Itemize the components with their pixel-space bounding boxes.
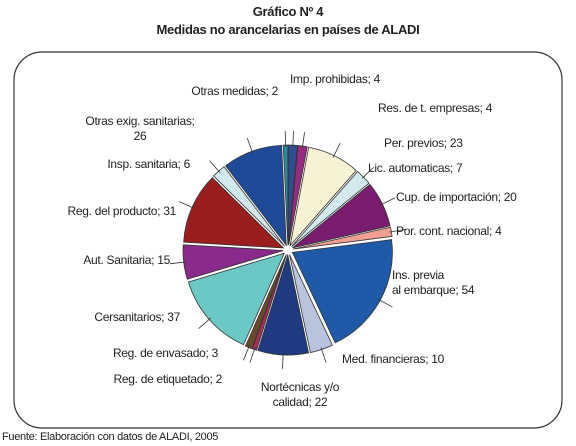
slice-label: Insp. sanitaria; 6 — [107, 157, 190, 171]
slice-label: Reg. de envasado; 3 — [112, 346, 218, 360]
slice-label: Cersanitarios; 37 — [94, 310, 180, 324]
slice-label: Lic. automaticas; 7 — [368, 161, 463, 175]
chart-subtitle: Medidas no arancelarias en países de ALA… — [156, 22, 420, 37]
leader-line — [380, 197, 396, 206]
leader-line — [378, 299, 393, 308]
chart-frame — [13, 51, 563, 429]
slice-label: Por. cont. nacional; 4 — [396, 224, 502, 238]
leader-line — [320, 347, 327, 363]
leader-line — [243, 345, 250, 361]
slice-label: Med. financieras; 10 — [342, 352, 445, 366]
slice-label: Nortécnicas y/o calidad; 22 — [260, 380, 340, 409]
slice-label: Res. de t. empresas; 4 — [378, 101, 493, 115]
leader-line — [169, 261, 186, 265]
leader-line — [209, 160, 221, 173]
leader-line — [292, 131, 294, 148]
leader-line — [179, 201, 195, 209]
slice-label: Reg. del producto; 31 — [67, 204, 177, 218]
leader-line — [198, 317, 211, 329]
leader-line — [361, 167, 374, 179]
slice-label: Otras medidas; 2 — [191, 84, 278, 98]
leader-line — [246, 138, 254, 154]
leader-line — [249, 347, 256, 363]
leader-line — [301, 132, 305, 149]
slice-label: Imp. prohibidas; 4 — [290, 72, 380, 86]
slice-label: Aut. Sanitaria; 15 — [83, 253, 170, 267]
source-note: Fuente: Elaboración con datos de ALADI, … — [2, 431, 219, 443]
slice-label: Per. previos; 23 — [384, 136, 463, 150]
slice-label: Cup. de importación; 20 — [396, 190, 517, 204]
chart-title: Gráfico Nº 4 — [252, 4, 324, 19]
slice-label: Otras exig. sanitarias; 26 — [85, 114, 195, 143]
slice-label: Ins. previa al embarque; 54 — [392, 268, 475, 297]
leader-line — [282, 352, 284, 369]
leader-line — [332, 142, 341, 158]
slice-label: Reg. de etiquetado; 2 — [113, 372, 223, 386]
leader-line — [389, 228, 406, 233]
